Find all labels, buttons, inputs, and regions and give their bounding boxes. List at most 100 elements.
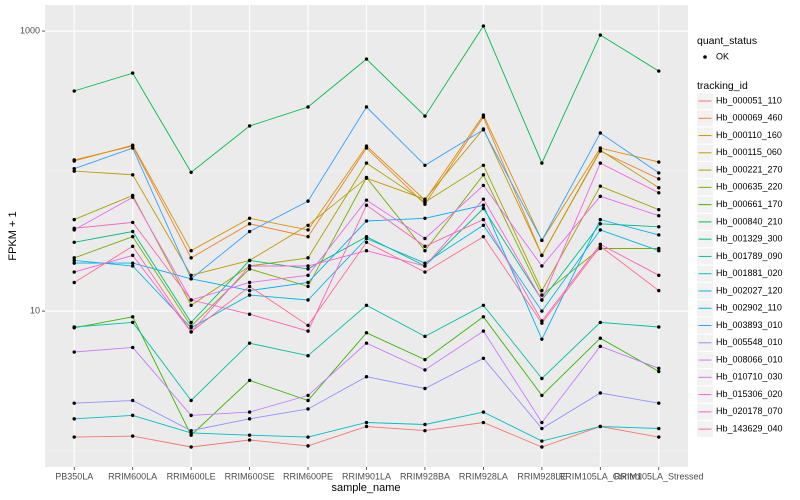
point xyxy=(130,195,135,199)
point xyxy=(423,264,427,268)
point xyxy=(130,398,135,403)
point xyxy=(481,217,486,222)
point xyxy=(72,226,76,231)
x-axis-title: sample_name xyxy=(331,482,400,494)
point xyxy=(657,233,661,237)
point xyxy=(247,124,252,128)
point xyxy=(130,413,135,418)
point xyxy=(364,161,369,165)
point xyxy=(481,356,486,361)
point xyxy=(247,222,252,226)
point xyxy=(364,240,369,244)
point xyxy=(247,264,252,268)
legend-text: Hb_143629_040 xyxy=(716,424,783,434)
point xyxy=(247,438,252,442)
y-tick-label: 10 xyxy=(30,305,40,315)
point xyxy=(72,159,76,163)
point xyxy=(657,225,661,229)
point xyxy=(657,177,661,181)
point xyxy=(72,435,76,439)
point xyxy=(481,24,486,28)
point xyxy=(481,163,486,167)
point xyxy=(72,401,76,405)
point xyxy=(481,234,486,239)
point xyxy=(306,234,310,239)
point xyxy=(481,173,486,177)
point xyxy=(423,244,427,249)
point xyxy=(306,264,310,268)
point xyxy=(540,293,544,297)
x-tick-label: RRIM600PE xyxy=(283,471,333,481)
x-tick-label: RRIM105LA_Stressed xyxy=(614,471,704,481)
point xyxy=(598,344,603,349)
point xyxy=(72,169,76,173)
point xyxy=(130,146,135,150)
x-tick-label: RRIM600SE xyxy=(225,471,275,481)
legend-text: Hb_002027_120 xyxy=(716,285,783,295)
point xyxy=(72,217,76,222)
point xyxy=(540,445,544,449)
legend-text: Hb_005548_010 xyxy=(716,337,783,347)
point xyxy=(481,303,486,307)
point xyxy=(364,198,369,202)
point xyxy=(247,417,252,421)
point xyxy=(72,166,76,171)
point xyxy=(364,175,369,180)
point xyxy=(306,393,310,398)
legend-text: Hb_000115_060 xyxy=(716,147,782,157)
point xyxy=(540,439,544,443)
point xyxy=(130,345,135,350)
point xyxy=(306,256,310,260)
x-tick-label: RRIM105LA_Control xyxy=(559,471,642,481)
point xyxy=(364,105,369,109)
point xyxy=(481,420,486,425)
point xyxy=(598,161,603,165)
point xyxy=(306,228,310,232)
point xyxy=(481,206,486,211)
point xyxy=(247,280,252,285)
x-tick-label: RRIM600LE xyxy=(167,471,216,481)
point xyxy=(657,369,661,374)
point xyxy=(130,173,135,177)
point xyxy=(540,238,544,243)
point xyxy=(657,186,661,190)
legend-text: Hb_000069_460 xyxy=(716,113,783,123)
point xyxy=(247,378,252,383)
point xyxy=(540,321,544,325)
point xyxy=(364,248,369,253)
point xyxy=(189,330,193,334)
point xyxy=(423,270,427,274)
point xyxy=(364,303,369,307)
point xyxy=(657,435,661,439)
point xyxy=(247,267,252,271)
point xyxy=(189,326,193,330)
point xyxy=(657,207,661,212)
point xyxy=(540,420,544,425)
point xyxy=(540,309,544,313)
point xyxy=(423,357,427,362)
point xyxy=(247,284,252,289)
point xyxy=(306,199,310,203)
point xyxy=(306,284,310,289)
point xyxy=(189,256,193,260)
point xyxy=(247,258,252,263)
point xyxy=(72,417,76,421)
point xyxy=(189,170,193,175)
point xyxy=(247,288,252,293)
point xyxy=(364,374,369,379)
point xyxy=(481,113,486,117)
point xyxy=(189,428,193,433)
point xyxy=(481,329,486,333)
point xyxy=(423,236,427,241)
point xyxy=(189,277,193,281)
legend-text: Hb_001329_300 xyxy=(716,234,783,244)
point xyxy=(306,435,310,439)
point xyxy=(364,420,369,425)
point xyxy=(364,219,369,223)
point xyxy=(657,171,661,175)
point xyxy=(130,253,135,258)
point xyxy=(598,228,603,232)
point xyxy=(247,341,252,345)
x-tick-label: PB350LA xyxy=(55,471,93,481)
point xyxy=(364,341,369,345)
